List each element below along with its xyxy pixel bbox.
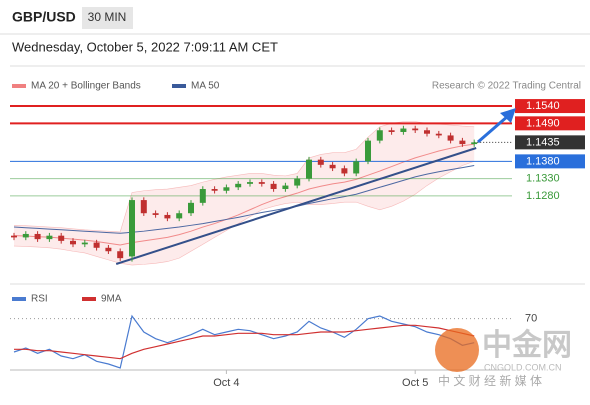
- legend-swatch: [172, 84, 186, 88]
- candle-body: [294, 178, 301, 186]
- candle-body: [317, 159, 324, 165]
- candle-body: [447, 135, 454, 141]
- candle-body: [365, 140, 371, 162]
- legend-swatch: [82, 297, 96, 301]
- watermark-brand: 中金网: [482, 328, 572, 362]
- candle-body: [11, 235, 17, 238]
- level-label-box: [515, 116, 585, 131]
- candle-body: [188, 202, 194, 214]
- candle-body: [459, 140, 466, 145]
- candle-body: [235, 183, 242, 188]
- candle-body: [117, 251, 124, 259]
- ma50-line: [13, 165, 475, 234]
- candle-body: [223, 187, 230, 191]
- candle-body: [152, 213, 159, 215]
- rsi-line: [13, 314, 475, 369]
- level-label: 1.1435: [526, 136, 560, 148]
- candle-body: [70, 240, 76, 245]
- candle-body: [105, 247, 112, 252]
- candle-body: [400, 128, 407, 132]
- symbol: GBP/USD: [12, 9, 76, 25]
- candle-body: [22, 233, 29, 238]
- candle-body: [199, 189, 206, 203]
- watermark-domain: CNGOLD.COM.CN: [484, 362, 562, 372]
- candle-body: [140, 200, 147, 214]
- candle-body: [247, 182, 253, 184]
- candle-body: [93, 242, 100, 248]
- candle-body: [176, 213, 183, 219]
- candle-body: [211, 189, 218, 191]
- ma20-line: [13, 143, 475, 246]
- interval-badge: [82, 7, 133, 29]
- candle-body: [81, 242, 88, 245]
- legend-swatch: [12, 84, 26, 88]
- rsi-line: [14, 324, 475, 360]
- legend-label: RSI: [31, 294, 48, 305]
- candle-body: [412, 128, 419, 131]
- candle-body: [282, 185, 289, 190]
- projection-arrow: [477, 114, 509, 144]
- legend-label: MA 50: [191, 81, 220, 92]
- bb-lower-line: [13, 161, 475, 266]
- candle-body: [46, 235, 53, 240]
- watermark-logo: [435, 328, 479, 372]
- legend-swatch: [12, 297, 26, 301]
- candle-body: [34, 233, 41, 240]
- candle-body: [353, 161, 360, 174]
- candle-body: [270, 183, 277, 190]
- x-tick-label: Oct 4: [213, 377, 239, 389]
- candle-body: [341, 168, 348, 174]
- level-label: 1.1540: [526, 100, 560, 112]
- candle-body: [58, 235, 65, 241]
- arrow-head: [500, 108, 516, 123]
- legend-label: 9MA: [101, 294, 122, 305]
- y-tick-label: 70: [525, 313, 537, 325]
- candle-body: [329, 164, 336, 169]
- interval: 30 MIN: [88, 10, 127, 24]
- credit: Research © 2022 Trading Central: [432, 81, 581, 92]
- level-label: 1.1380: [526, 155, 560, 167]
- candle-body: [388, 130, 395, 132]
- candle-body: [435, 133, 442, 136]
- level-label-box: [515, 135, 585, 150]
- candle-body: [164, 214, 171, 219]
- legend-label: MA 20 + Bollinger Bands: [31, 81, 141, 92]
- candle-body: [424, 130, 430, 134]
- timestamp: Wednesday, October 5, 2022 7:09:11 AM CE…: [12, 39, 278, 54]
- watermark-slogan: 中 文 财 经 新 媒 体: [438, 373, 542, 388]
- candle-body: [376, 130, 383, 141]
- x-tick-label: Oct 5: [402, 377, 428, 389]
- level-label: 1.1330: [526, 173, 560, 185]
- candle-body: [129, 200, 135, 257]
- candle-body: [471, 142, 478, 145]
- candle-body: [258, 182, 265, 184]
- trendline: [115, 147, 477, 265]
- level-label-box: [515, 154, 585, 169]
- candle-body: [306, 159, 312, 179]
- level-label: 1.1280: [526, 190, 560, 202]
- level-label: 1.1490: [526, 117, 560, 129]
- level-label-box: [515, 99, 585, 114]
